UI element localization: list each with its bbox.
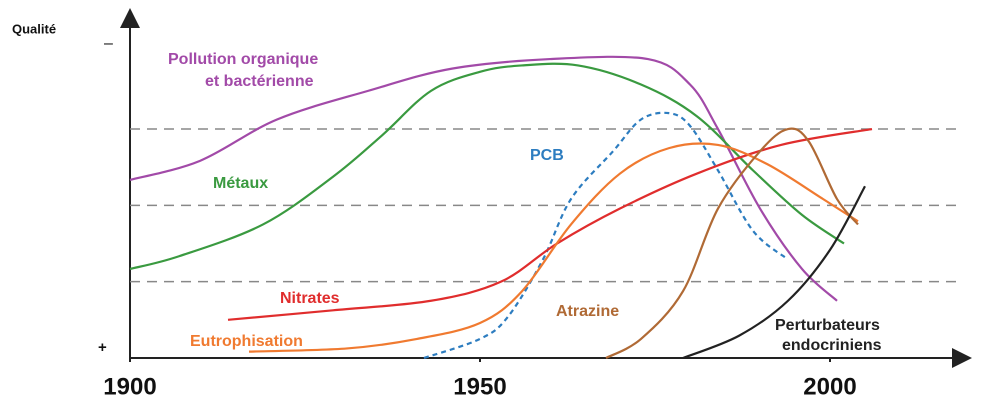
x-tick-label: 2000 — [803, 373, 856, 400]
series-label: Pollution organique et bactérienne — [168, 51, 318, 90]
series-line — [129, 55, 838, 302]
series-label-line: Pollution organique — [168, 51, 318, 68]
series-label-line: Métaux — [213, 175, 268, 192]
series-label: Métaux — [213, 175, 268, 192]
series-label-line: Atrazine — [556, 303, 619, 320]
series-line — [129, 62, 845, 271]
series-label: Perturbateurs endocriniens — [775, 317, 882, 354]
series-label-line: Perturbateurs — [775, 317, 880, 334]
x-tick-label: 1950 — [453, 373, 506, 400]
series-label: PCB — [530, 147, 564, 164]
y-label: Qualité — [12, 21, 56, 36]
series-line — [248, 142, 859, 353]
y-bottom-label: + — [98, 339, 107, 356]
series-label: Eutrophisation — [190, 333, 303, 350]
series-line — [682, 185, 866, 360]
series-line — [605, 127, 859, 359]
series-line — [423, 111, 789, 360]
x-tick-label: 1900 — [103, 373, 156, 400]
series-label: Atrazine — [556, 303, 619, 320]
series-label-line: et bactérienne — [205, 73, 314, 90]
series-label-line: PCB — [530, 147, 564, 164]
series-label: Nitrates — [280, 290, 340, 307]
series-label-line: endocriniens — [782, 337, 882, 354]
series-label-line: Eutrophisation — [190, 333, 303, 350]
y-top-label: – — [104, 35, 113, 52]
series-label-line: Nitrates — [280, 290, 340, 307]
